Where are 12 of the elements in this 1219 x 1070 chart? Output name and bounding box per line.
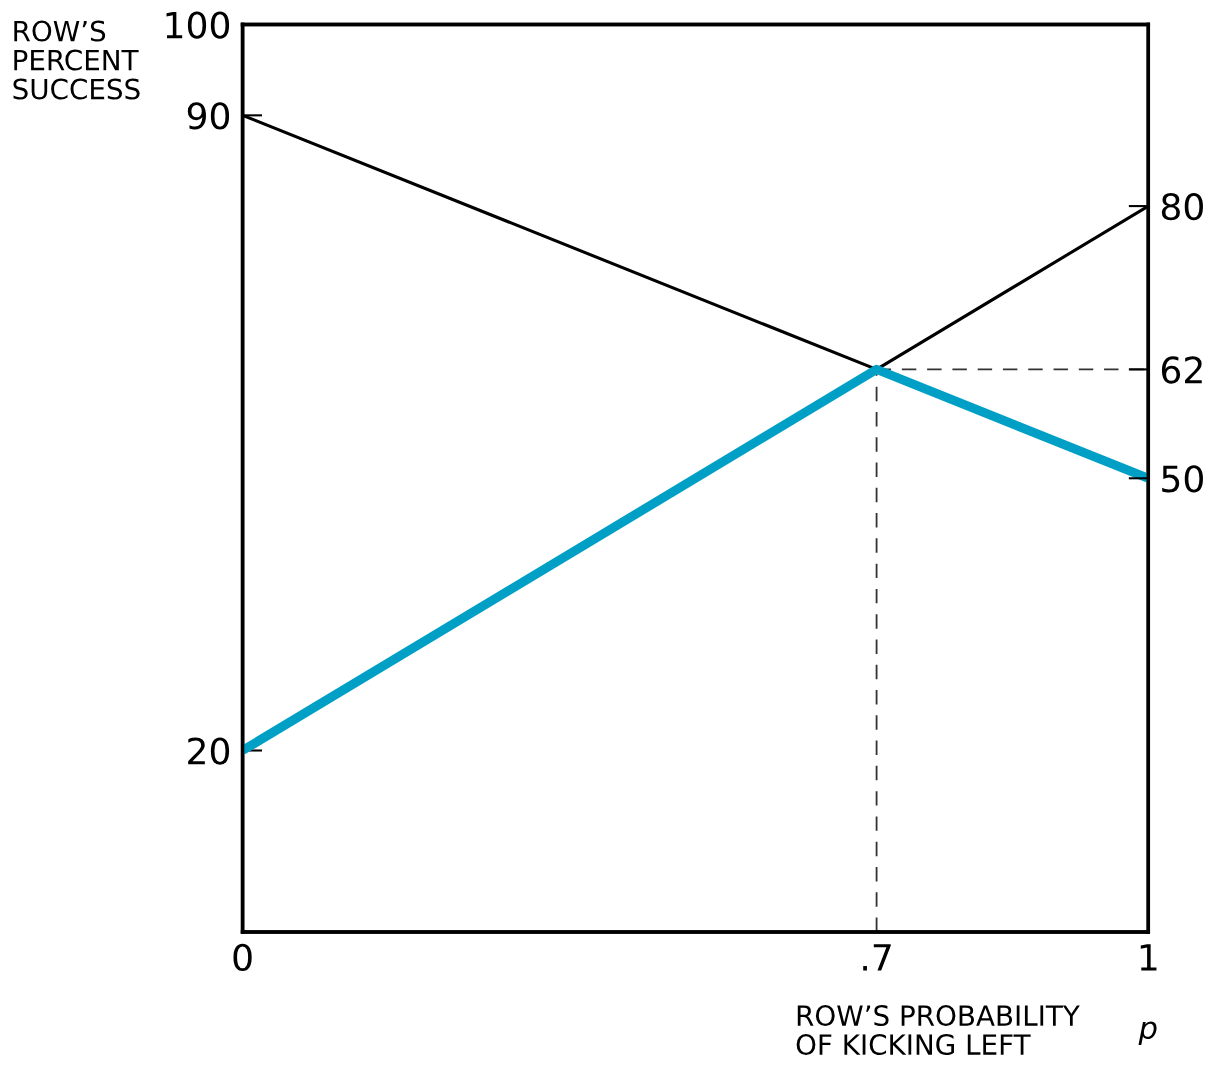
y-axis-title: ROW’S PERCENT SUCCESS bbox=[13, 20, 140, 100]
x-tick-label: 1 bbox=[1140, 944, 1157, 971]
y2-tick-label: 80 bbox=[1161, 193, 1203, 221]
y-tick-label: 90 bbox=[187, 102, 230, 130]
x-tick-label: 0 bbox=[233, 943, 252, 972]
x-tick-label: .7 bbox=[863, 944, 891, 971]
y2-tick-label: 50 bbox=[1162, 465, 1203, 493]
y-tick-label: 100 bbox=[166, 11, 230, 39]
y2-tick-label: 62 bbox=[1161, 356, 1202, 384]
y-tick-label: 20 bbox=[188, 737, 230, 765]
text: p bbox=[1138, 1021, 1157, 1046]
x-axis-title: ROW’S PROBABILITY OF KICKING LEFT bbox=[796, 1005, 1080, 1056]
